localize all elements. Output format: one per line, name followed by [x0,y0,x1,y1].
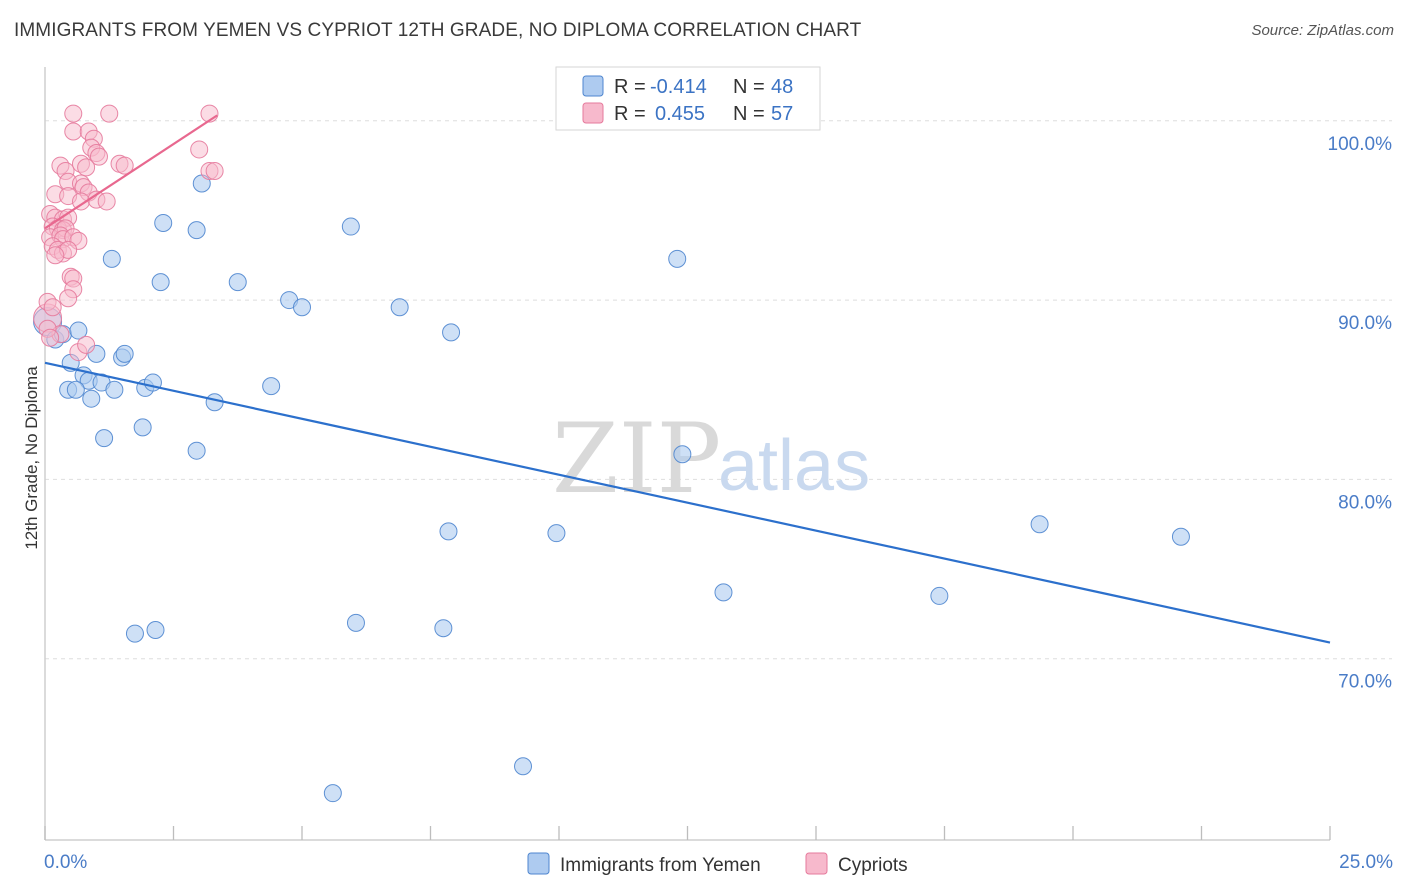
legend-swatch-yemen [582,75,604,97]
point-cypriots [190,140,209,159]
legend-n-value-cypriots: 57 [771,103,793,125]
point-yemen [293,298,311,317]
point-cypriots [77,158,96,177]
grid-lines: 70.0% 80.0% 90.0% 100.0% [45,120,1393,693]
watermark-zip: ZIP [552,403,721,515]
point-yemen [69,321,88,340]
chart-source: Source: ZipAtlas.com [1251,22,1394,39]
point-yemen [151,273,170,292]
point-yemen [66,380,85,399]
point-yemen [187,221,206,240]
point-yemen [105,380,124,399]
bottom-legend-label-yemen: Immigrants from Yemen [560,855,761,876]
trend-line-cypriots [44,114,218,230]
point-yemen [228,273,247,292]
point-yemen [442,323,461,342]
point-yemen [930,586,949,605]
trend-line-yemen [44,361,1331,644]
point-cypriots [64,122,83,141]
x-tick-label-max: 25.0% [1339,852,1393,873]
point-yemen [1171,527,1190,546]
point-yemen [95,429,114,448]
bottom-legend: Immigrants from Yemen Cypriots [527,852,908,876]
y-tick-label: 90.0% [1338,313,1392,334]
point-yemen [439,522,458,541]
y-tick-label: 100.0% [1328,134,1393,155]
legend-r-value-cypriots: 0.455 [655,103,705,125]
point-cypriots [100,104,119,123]
point-yemen [187,441,206,460]
bottom-legend-swatch-yemen [527,852,550,875]
point-cypriots [115,156,134,175]
point-cypriots [59,289,78,308]
data-points [33,104,1190,803]
point-yemen [673,445,692,464]
point-yemen [434,619,453,638]
y-tick-label: 80.0% [1338,492,1392,513]
point-yemen [146,621,165,639]
legend-r-value-yemen: -0.414 [650,76,707,98]
point-cypriots [89,147,108,166]
point-yemen [82,389,101,408]
y-tick-label: 70.0% [1338,672,1392,693]
x-tick-label-min: 0.0% [44,852,87,873]
point-yemen [154,213,173,232]
point-yemen [1030,515,1049,534]
y-axis-label: 12th Grade, No Diploma [22,366,41,550]
point-yemen [125,624,144,643]
point-cypriots [97,192,116,211]
point-yemen [341,217,360,236]
axes: 0.0% 25.0% [44,67,1393,873]
trend-lines [44,114,1331,644]
point-yemen [346,613,365,632]
bottom-legend-label-cypriots: Cypriots [838,855,908,876]
legend-n-value-yemen: 48 [771,76,793,98]
point-yemen [390,298,409,317]
legend-swatch-cypriots [582,102,604,124]
watermark-atlas: atlas [718,426,870,506]
point-yemen [115,344,134,363]
point-yemen [205,393,224,412]
legend-n-label: N = [733,103,765,125]
point-cypriots [46,246,65,265]
chart-title: IMMIGRANTS FROM YEMEN VS CYPRIOT 12TH GR… [14,20,862,41]
legend-r-label: R = [614,103,646,125]
watermark: ZIP atlas [552,403,870,515]
legend: R = -0.414 N = 48 R = 0.455 N = 57 [555,66,821,131]
legend-r-label: R = [614,76,646,98]
point-cypriots [41,328,60,347]
bottom-legend-swatch-cypriots [805,852,828,875]
legend-n-label: N = [733,76,765,98]
point-yemen [668,249,687,268]
point-cypriots [64,104,83,123]
point-cypriots [205,161,224,180]
point-yemen [714,583,733,602]
point-cypriots [77,335,96,354]
point-yemen [547,524,566,543]
point-yemen [514,757,533,776]
point-cypriots [43,298,62,317]
point-yemen [102,249,121,268]
point-yemen [323,784,342,803]
point-yemen [262,377,281,396]
point-yemen [133,418,152,437]
